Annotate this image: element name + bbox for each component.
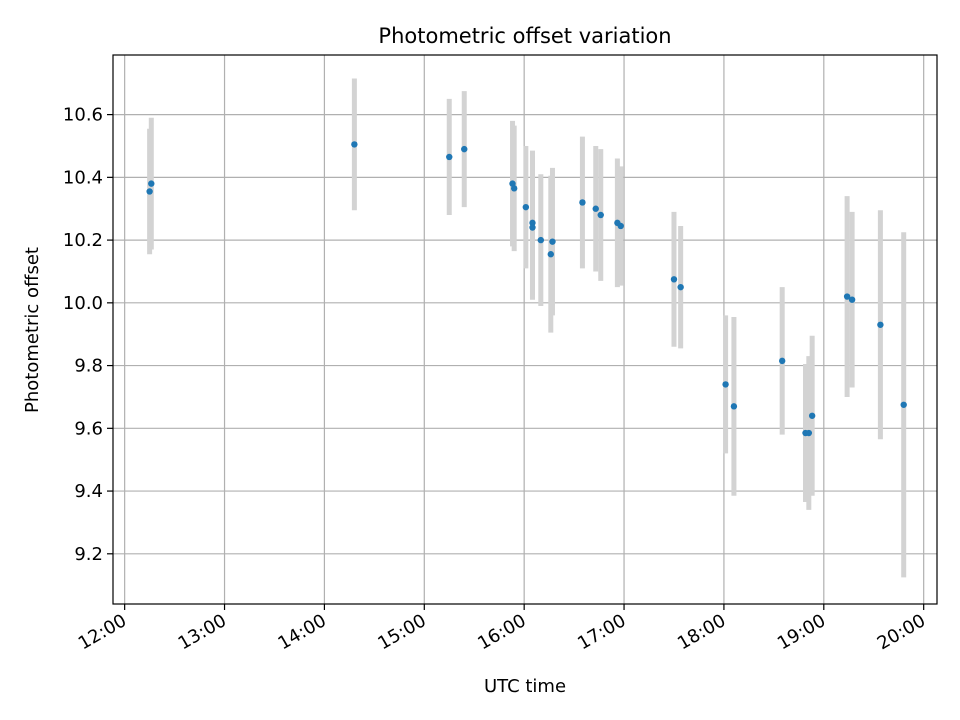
x-tick-label: 19:00 (774, 610, 829, 654)
x-tick-label: 18:00 (674, 610, 729, 654)
x-tick-label: 20:00 (874, 610, 929, 654)
data-point (900, 401, 907, 408)
y-tick-label: 10.4 (63, 167, 103, 188)
data-point (351, 141, 358, 148)
grid (113, 55, 937, 604)
y-tick-label: 9.4 (74, 481, 103, 502)
data-point (778, 357, 786, 365)
chart-title: Photometric offset variation (378, 24, 671, 48)
x-tick-label: 14:00 (274, 610, 329, 654)
data-point (843, 293, 851, 300)
data-point (146, 188, 153, 195)
y-tick-label: 10.2 (63, 230, 103, 251)
data-point (730, 403, 738, 410)
y-axis-label: Photometric offset (22, 247, 43, 413)
data-point (722, 381, 729, 388)
plot-frame (112, 54, 938, 605)
x-axis-label: UTC time (484, 676, 566, 697)
data-point (461, 145, 468, 153)
data-point (148, 180, 155, 187)
y-tick-label: 9.2 (74, 544, 103, 565)
data-point (877, 321, 884, 328)
y-tick-label: 9.8 (74, 356, 103, 377)
error-bars (147, 78, 907, 578)
data-point (522, 203, 530, 211)
y-axis-ticks: 9.2 9.4 9.6 9.8 10.0 10.2 10.4 10.6 (63, 105, 113, 565)
data-point (537, 236, 545, 244)
data-point (579, 199, 586, 206)
x-axis-ticks: 12:00 13:00 14:00 15:00 16:00 17:00 18:00 19:00… (75, 604, 929, 654)
x-tick-label: 16:00 (474, 610, 529, 654)
data-points (146, 141, 907, 437)
x-tick-label: 17:00 (574, 610, 629, 654)
data-point (805, 429, 813, 437)
data-point (510, 185, 518, 192)
data-point (677, 283, 684, 291)
y-tick-label: 10.0 (63, 293, 103, 314)
x-tick-label: 15:00 (374, 610, 429, 654)
data-point (592, 205, 599, 212)
x-tick-label: 12:00 (75, 610, 130, 654)
data-point (670, 276, 678, 283)
data-point (808, 412, 816, 419)
data-point (549, 238, 556, 245)
data-point (529, 219, 536, 227)
data-point (547, 251, 555, 258)
data-point (446, 153, 453, 161)
data-point (529, 224, 536, 231)
data-point (617, 222, 624, 230)
data-point (597, 211, 604, 219)
x-tick-label: 13:00 (175, 610, 230, 654)
y-tick-label: 10.6 (63, 105, 103, 126)
y-tick-label: 9.6 (74, 418, 103, 439)
data-point (848, 296, 856, 303)
